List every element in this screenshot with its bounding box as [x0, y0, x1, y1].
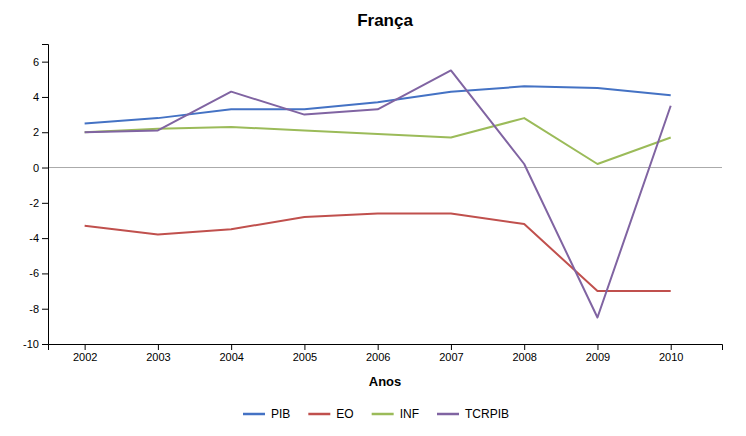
x-tick-mark — [524, 344, 525, 350]
series-line — [85, 86, 671, 123]
y-tick: 2 — [33, 126, 48, 138]
legend-swatch — [243, 413, 265, 416]
y-tick: 0 — [33, 162, 48, 174]
x-axis-title: Anos — [369, 374, 402, 389]
x-tick: 2007 — [439, 344, 463, 363]
y-tick: -10 — [23, 338, 48, 350]
legend-label: EO — [336, 407, 353, 421]
x-tick: 2003 — [146, 344, 170, 363]
y-tick-mark — [42, 97, 48, 98]
x-axis: 2002 2003 2004 2005 2006 2007 2008 2009 2010 — [49, 344, 723, 363]
lines — [85, 70, 671, 317]
x-tick: 2008 — [512, 344, 536, 363]
y-axis-line — [42, 45, 49, 345]
x-tick-mark — [451, 344, 452, 350]
zero-line — [48, 167, 722, 168]
y-tick-label: -6 — [29, 267, 39, 279]
y-tick-label: -10 — [23, 338, 39, 350]
legend-label: INF — [400, 407, 419, 421]
x-tick-mark — [597, 344, 598, 350]
y-tick: -6 — [29, 267, 48, 279]
chart-svg: -10-8-6-4-202462002200320042005200620072… — [0, 0, 746, 436]
legend: PIB EO INF TCRPIB — [243, 407, 509, 421]
y-tick-mark — [42, 168, 48, 169]
x-tick: 2010 — [659, 344, 683, 363]
y-tick: -2 — [29, 197, 48, 209]
legend-label: PIB — [271, 407, 290, 421]
y-tick-mark — [42, 132, 48, 133]
x-tick-label: 2009 — [586, 351, 610, 363]
x-tick-label: 2007 — [439, 351, 463, 363]
chart-container: -10-8-6-4-202462002200320042005200620072… — [0, 0, 746, 436]
x-axis-line — [49, 345, 723, 351]
legend-item: TCRPIB — [437, 407, 509, 421]
y-axis: -10 -8 -6 -4 -2 0 2 4 6 — [23, 45, 48, 351]
x-tick: 2005 — [293, 344, 317, 363]
y-tick-label: -8 — [29, 303, 39, 315]
y-tick-mark — [42, 62, 48, 63]
legend-swatch — [308, 413, 330, 416]
y-tick: -4 — [29, 232, 48, 244]
x-tick: 2002 — [73, 344, 97, 363]
plot-area: -10-8-6-4-202462002200320042005200620072… — [23, 45, 722, 363]
x-tick-mark — [378, 344, 379, 350]
x-tick: 2006 — [366, 344, 390, 363]
y-tick-label: 2 — [33, 126, 39, 138]
y-tick-mark — [42, 309, 48, 310]
x-tick-label: 2010 — [659, 351, 683, 363]
legend-item: EO — [308, 407, 353, 421]
y-tick-mark — [42, 273, 48, 274]
series-line — [85, 118, 671, 164]
legend-swatch — [372, 413, 394, 416]
legend-swatch — [437, 413, 459, 416]
x-tick-label: 2006 — [366, 351, 390, 363]
x-tick-label: 2008 — [512, 351, 536, 363]
x-tick-label: 2003 — [146, 351, 170, 363]
y-tick-label: 4 — [33, 91, 39, 103]
y-tick-mark — [42, 203, 48, 204]
x-tick-label: 2004 — [219, 351, 243, 363]
x-tick-mark — [671, 344, 672, 350]
y-tick-mark — [42, 238, 48, 239]
series-line — [85, 70, 671, 317]
y-tick-mark — [42, 344, 48, 345]
y-tick-label: 0 — [33, 162, 39, 174]
y-tick-label: 6 — [33, 56, 39, 68]
y-tick: 6 — [33, 56, 48, 68]
x-tick-mark — [85, 344, 86, 350]
x-tick-mark — [231, 344, 232, 350]
x-tick-mark — [304, 344, 305, 350]
x-tick-label: 2005 — [293, 351, 317, 363]
series-line — [85, 213, 671, 291]
legend-item: PIB — [243, 407, 290, 421]
x-tick-label: 2002 — [73, 351, 97, 363]
x-tick: 2009 — [586, 344, 610, 363]
x-tick-mark — [158, 344, 159, 350]
y-tick-label: -4 — [29, 232, 39, 244]
x-tick: 2004 — [219, 344, 243, 363]
chart-title: França — [357, 11, 413, 30]
legend-label: TCRPIB — [465, 407, 509, 421]
legend-item: INF — [372, 407, 419, 421]
y-tick: -8 — [29, 303, 48, 315]
y-tick-label: -2 — [29, 197, 39, 209]
y-tick: 4 — [33, 91, 48, 103]
